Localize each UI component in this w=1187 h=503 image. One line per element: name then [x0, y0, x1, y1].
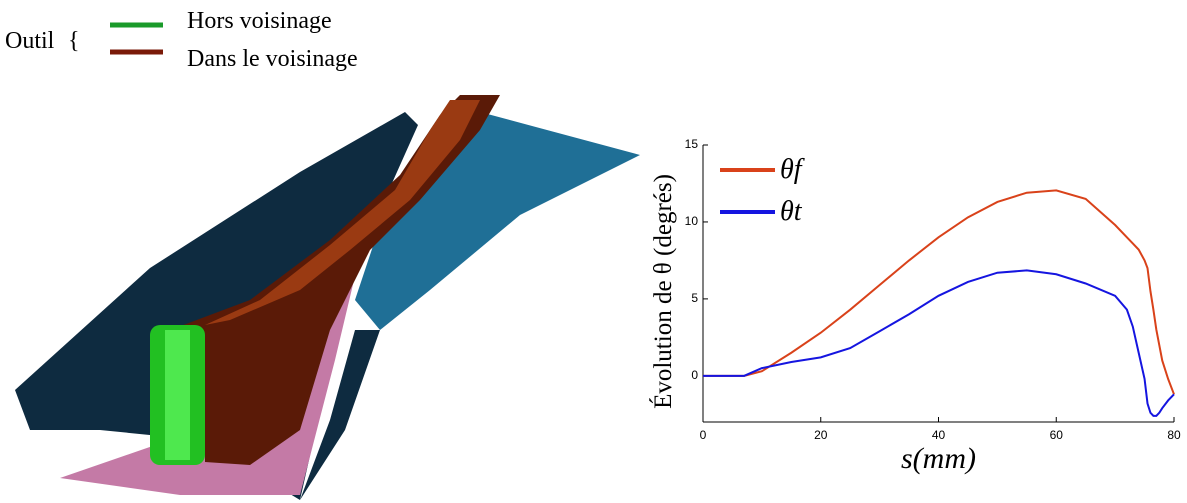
- legend-label: Hors voisinage: [187, 8, 332, 34]
- y-tick-label: 15: [685, 137, 699, 151]
- data-line: [703, 269, 1175, 417]
- y-tick-label: 5: [691, 291, 698, 305]
- x-tick-label: 40: [932, 428, 946, 442]
- x-axis-label: s(mm): [901, 442, 976, 475]
- legend-label: θt: [780, 196, 803, 227]
- legend-label: Dans le voisinage: [187, 46, 358, 72]
- data-line: [703, 189, 1175, 395]
- x-tick-label: 20: [814, 428, 828, 442]
- legend-title: Outil: [5, 28, 55, 54]
- y-tick-label: 0: [691, 368, 698, 382]
- legend-label: θf: [780, 154, 805, 185]
- x-tick-label: 80: [1167, 428, 1181, 442]
- x-tick-label: 0: [700, 428, 707, 442]
- chart: 0 5 10 15 0 20 40 60 80 s(mm) Évolution de θ (degr…: [649, 137, 1181, 475]
- y-tick-label: 10: [685, 214, 699, 228]
- x-tick-label: 60: [1050, 428, 1064, 442]
- tool-neighbour-light: [205, 100, 480, 325]
- y-axis-label: Évolution de θ (degrés): [649, 174, 677, 409]
- tool-outside-light: [165, 330, 190, 460]
- surface-dark-right: [300, 330, 380, 500]
- illustration-legend: Outil { Hors voisinage Dans le voisinage: [5, 8, 358, 72]
- brace: {: [68, 28, 80, 54]
- illustration: [15, 95, 640, 500]
